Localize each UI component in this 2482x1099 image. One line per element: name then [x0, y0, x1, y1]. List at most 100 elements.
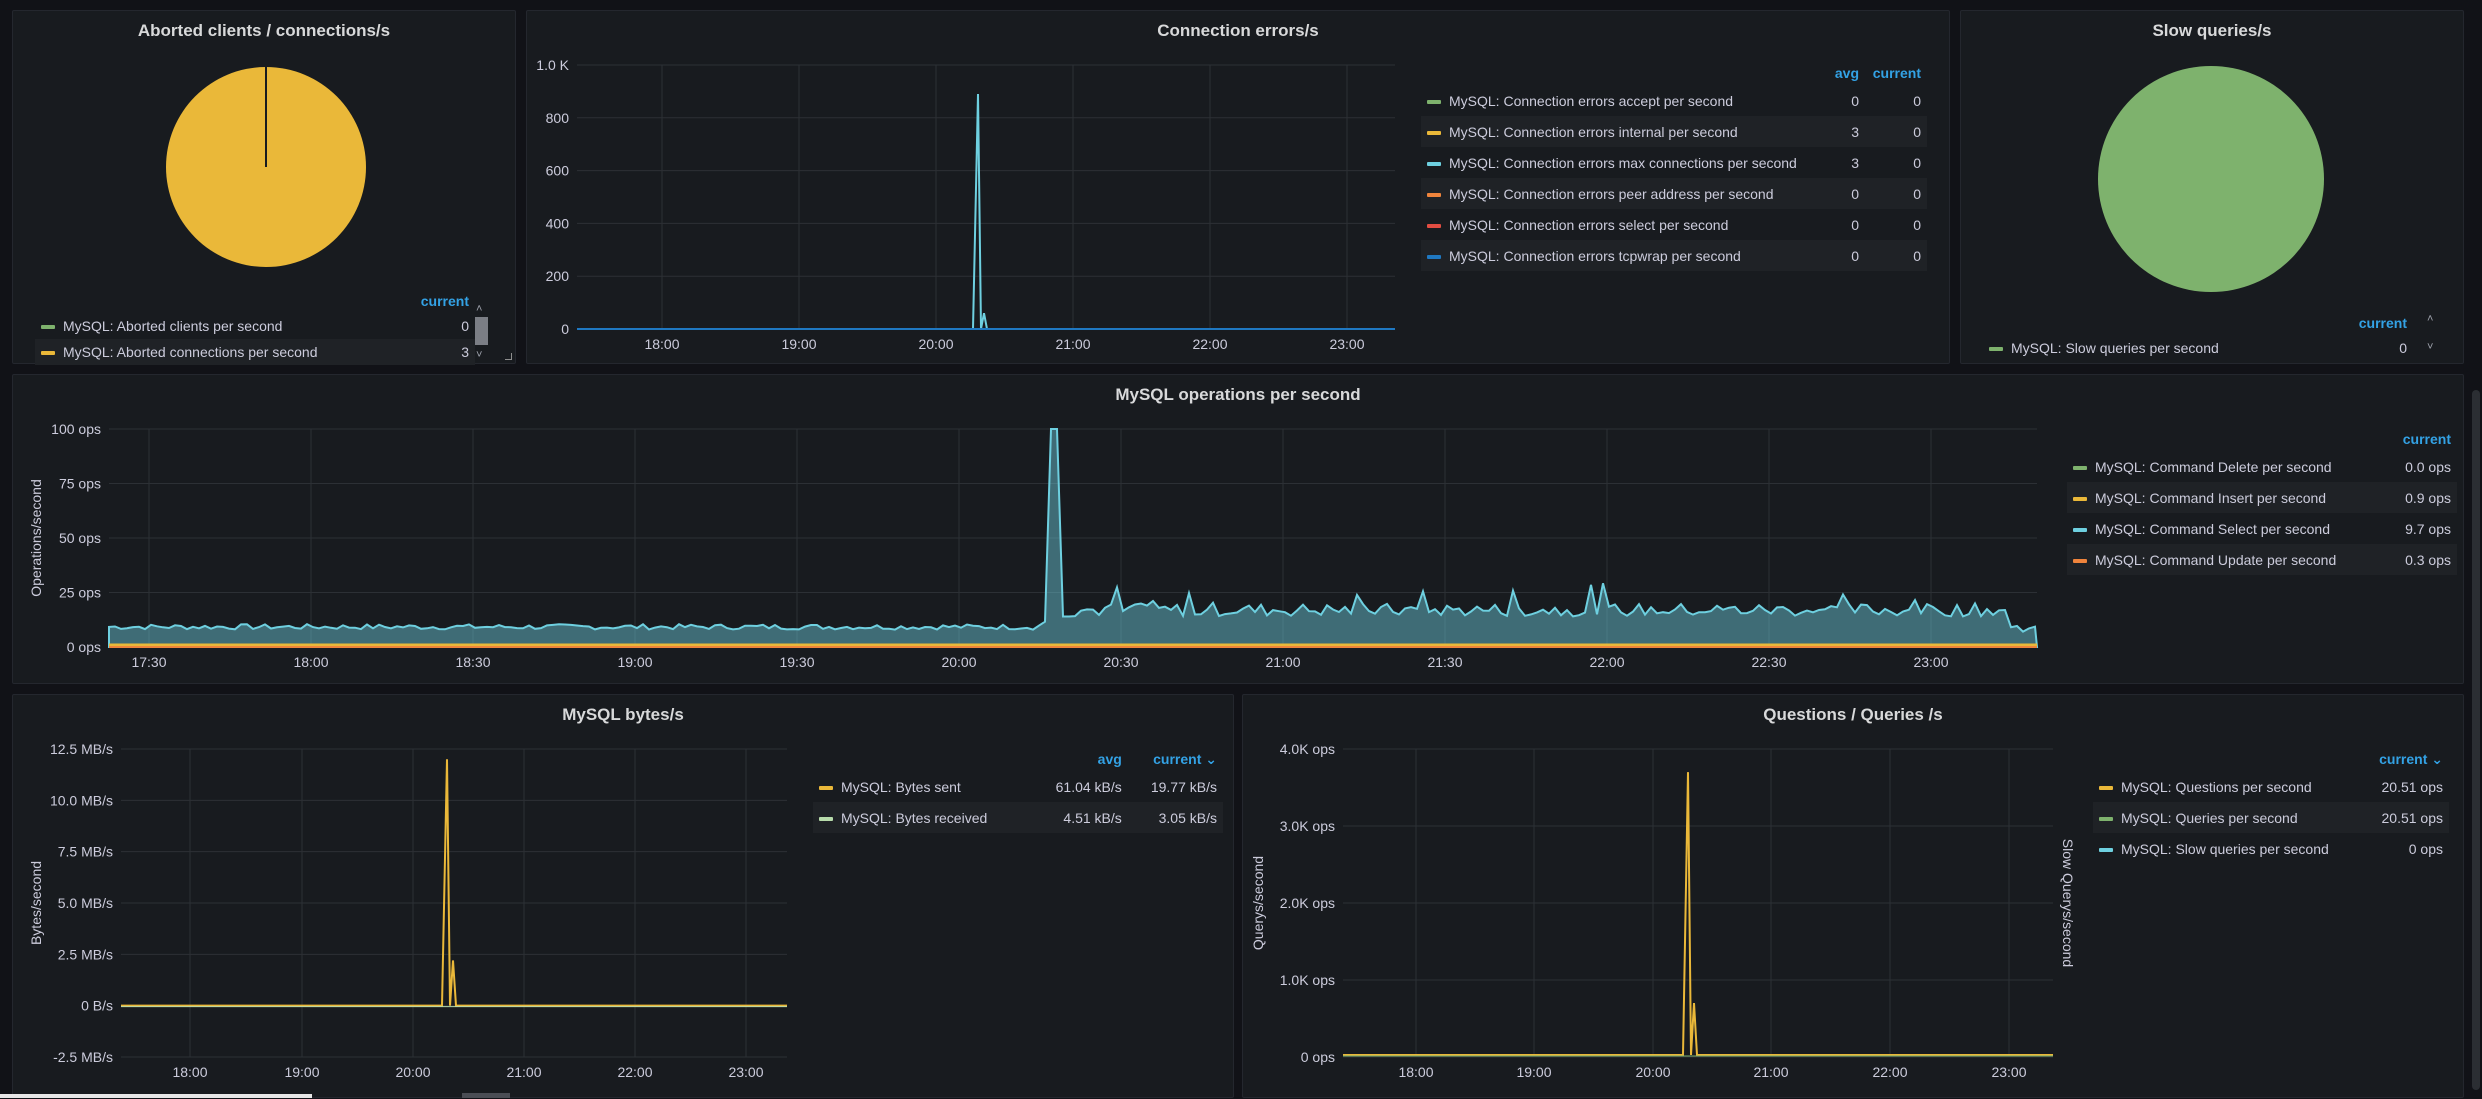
legend-name: MySQL: Aborted clients per second: [63, 318, 283, 334]
x-tick-label: 21:00: [506, 1064, 541, 1080]
x-tick-label: 17:30: [131, 654, 166, 670]
legend-col-current[interactable]: current: [1872, 65, 1921, 81]
legend-name: MySQL: Slow queries per second: [2121, 840, 2329, 857]
legend-swatch: [41, 325, 55, 330]
x-tick-label: 19:00: [284, 1064, 319, 1080]
legend-scrollbar[interactable]: ˄ ˅: [474, 303, 488, 363]
legend-value: 61.04 kB/s: [1055, 778, 1122, 795]
connection-errors-chart[interactable]: 1.0 K 800 600 400 200 0 18:00 19:00 20:00 21:00 22…: [527, 11, 1407, 365]
legend-swatch: [1989, 347, 2003, 352]
series-area-select[interactable]: [108, 428, 2039, 648]
chart-grid: [1343, 748, 2053, 1058]
legend-row[interactable]: MySQL: Slow queries per second 0 ops: [2093, 833, 2449, 864]
legend-swatch: [1427, 192, 1441, 197]
legend-row[interactable]: MySQL: Bytes received 4.51 kB/s 3.05 kB/s: [813, 802, 1223, 833]
legend-name: MySQL: Command Update per second: [2095, 551, 2337, 568]
x-tick-label: 18:00: [172, 1064, 207, 1080]
x-tick-label: 22:30: [1751, 654, 1786, 670]
legend-row[interactable]: MySQL: Connection errors select per seco…: [1421, 209, 1927, 240]
panel-title[interactable]: MySQL operations per second: [1115, 385, 1361, 404]
legend-row[interactable]: MySQL: Aborted clients per second 0: [35, 313, 475, 339]
legend-swatch: [2099, 847, 2113, 852]
legend-value: 0: [1865, 178, 1927, 209]
legend-name-cell: MySQL: Queries per second: [2093, 802, 2364, 833]
legend-value: 3: [1813, 116, 1865, 147]
x-tick-label: 23:00: [1913, 654, 1948, 670]
legend-row[interactable]: MySQL: Queries per second 20.51 ops: [2093, 802, 2449, 833]
legend-name-cell: MySQL: Bytes sent: [813, 771, 1033, 802]
legend-value: 0: [1865, 116, 1927, 147]
legend-row[interactable]: MySQL: Command Insert per second 0.9 ops: [2067, 482, 2457, 513]
y-tick-label: 25 ops: [59, 585, 101, 601]
legend-value: 0: [2399, 340, 2407, 356]
legend-bytes: avg current ⌄ MySQL: Bytes sent 61.04 kB/s…: [813, 747, 1223, 833]
series-line-max-connections[interactable]: [577, 94, 1395, 330]
scroll-down-icon[interactable]: ˅: [476, 349, 483, 361]
legend-col-avg[interactable]: avg: [1834, 65, 1859, 81]
legend-value: 0.0 ops: [2405, 458, 2451, 475]
legend-name: MySQL: Queries per second: [2121, 809, 2298, 826]
legend-col-current[interactable]: current: [420, 293, 469, 309]
panel-title[interactable]: MySQL bytes/s: [562, 705, 684, 724]
x-tick-label: 22:00: [1192, 336, 1227, 352]
legend-col-current-label: current: [2379, 750, 2428, 767]
scroll-up-icon[interactable]: ˄: [2427, 313, 2434, 325]
legend-col-current[interactable]: current: [2358, 315, 2407, 331]
scroll-down-icon[interactable]: ˅: [2427, 341, 2434, 353]
panel-questions-queries: Questions / Queries /s 4.0K ops 3.0K ops 2…: [1242, 694, 2464, 1098]
legend-row[interactable]: MySQL: Bytes sent 61.04 kB/s 19.77 kB/s: [813, 771, 1223, 802]
panel-title[interactable]: Aborted clients / connections/s: [137, 21, 391, 40]
resize-handle-icon[interactable]: [505, 353, 512, 360]
legend-row[interactable]: MySQL: Connection errors accept per seco…: [1421, 85, 1927, 116]
legend-name-cell: MySQL: Connection errors select per seco…: [1421, 209, 1813, 240]
legend-name: MySQL: Aborted connections per second: [63, 344, 318, 360]
legend-value: 4.51 kB/s: [1032, 802, 1128, 833]
y-tick-label: 1.0 K: [536, 57, 569, 73]
legend-col-avg[interactable]: avg: [1097, 751, 1122, 767]
x-tick-label: 18:00: [1398, 1064, 1433, 1080]
bytes-chart[interactable]: 12.5 MB/s 10.0 MB/s 7.5 MB/s 5.0 MB/s 2.5 MB…: [13, 695, 813, 1099]
legend-swatch: [2099, 816, 2113, 821]
legend-name-cell: MySQL: Connection errors tcpwrap per sec…: [1421, 240, 1813, 271]
x-tick-label: 19:00: [781, 336, 816, 352]
legend-row[interactable]: MySQL: Connection errors internal per se…: [1421, 116, 1927, 147]
scroll-thumb[interactable]: [475, 317, 488, 345]
legend-row[interactable]: MySQL: Questions per second 20.51 ops: [2093, 771, 2449, 802]
legend-name-cell: MySQL: Bytes received: [813, 802, 1033, 833]
legend-col-current-label: current: [1153, 750, 1202, 767]
series-line-questions[interactable]: [1343, 772, 2053, 1056]
legend-row[interactable]: MySQL: Aborted connections per second 3: [35, 339, 475, 365]
legend-col-current[interactable]: current: [2402, 431, 2451, 447]
bottom-scroll-indicator[interactable]: [0, 1094, 312, 1098]
legend-swatch: [819, 785, 833, 790]
legend-row[interactable]: MySQL: Connection errors tcpwrap per sec…: [1421, 240, 1927, 271]
series-line-bytes-sent[interactable]: [121, 759, 787, 1007]
legend-row[interactable]: MySQL: Connection errors peer address pe…: [1421, 178, 1927, 209]
x-tick-label: 21:30: [1427, 654, 1462, 670]
scroll-up-icon[interactable]: ˄: [476, 303, 483, 315]
legend-row[interactable]: MySQL: Command Delete per second 0.0 ops: [2067, 451, 2457, 482]
y-tick-label: 0 ops: [1301, 1049, 1335, 1065]
legend-row[interactable]: MySQL: Command Update per second 0.3 ops: [2067, 544, 2457, 575]
y-tick-label: -2.5 MB/s: [53, 1049, 113, 1065]
x-tick-label: 18:00: [293, 654, 328, 670]
panel-title[interactable]: Questions / Queries /s: [1763, 705, 1943, 724]
legend-row[interactable]: MySQL: Connection errors max connections…: [1421, 147, 1927, 178]
questions-chart[interactable]: 4.0K ops 3.0K ops 2.0K ops 1.0K ops 0 ops 18:…: [1243, 695, 2083, 1099]
operations-chart[interactable]: 100 ops 75 ops 50 ops 25 ops 0 ops 17:30 18:00…: [13, 375, 2067, 685]
legend-col-current[interactable]: current ⌄: [1128, 747, 1223, 771]
x-tick-label: 21:00: [1055, 336, 1090, 352]
y-tick-label: 3.0K ops: [1280, 818, 1335, 834]
panel-title[interactable]: Connection errors/s: [1157, 21, 1319, 40]
legend-name-cell: MySQL: Connection errors accept per seco…: [1421, 85, 1813, 116]
legend-name: MySQL: Command Select per second: [2095, 520, 2330, 537]
y-tick-label: 0 B/s: [81, 998, 113, 1014]
panel-title[interactable]: Slow queries/s: [2152, 21, 2272, 40]
pie-slice-slow-queries[interactable]: [2098, 66, 2324, 292]
legend-row[interactable]: MySQL: Command Select per second 9.7 ops: [2067, 513, 2457, 544]
page-scrollbar[interactable]: [2472, 390, 2480, 1090]
y-tick-label: 800: [546, 110, 570, 126]
bottom-scroll-indicator-secondary[interactable]: [462, 1093, 510, 1098]
legend-row[interactable]: MySQL: Slow queries per second 0: [1983, 335, 2413, 361]
legend-col-current[interactable]: current ⌄: [2364, 747, 2449, 771]
